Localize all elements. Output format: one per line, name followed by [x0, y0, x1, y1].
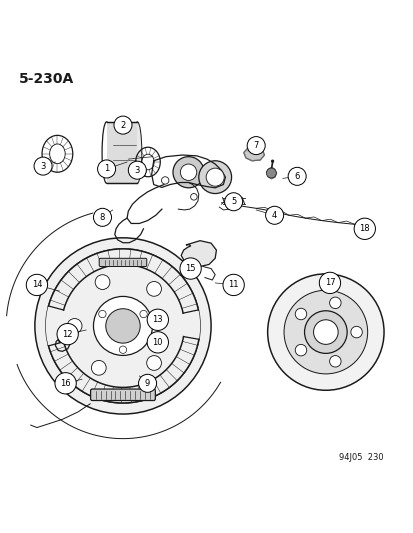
Circle shape	[119, 346, 126, 353]
Circle shape	[26, 274, 47, 296]
Circle shape	[353, 218, 375, 239]
FancyBboxPatch shape	[90, 389, 155, 400]
Circle shape	[313, 320, 337, 344]
Text: 16: 16	[60, 379, 71, 388]
Circle shape	[287, 167, 306, 185]
Text: 3: 3	[134, 166, 140, 175]
Circle shape	[247, 136, 265, 155]
Circle shape	[294, 344, 306, 356]
Polygon shape	[243, 147, 264, 161]
Text: 17: 17	[324, 278, 335, 287]
Circle shape	[223, 274, 244, 296]
Polygon shape	[266, 167, 276, 179]
Text: 15: 15	[185, 264, 195, 273]
Circle shape	[318, 272, 340, 294]
Circle shape	[34, 157, 52, 175]
Text: 14: 14	[31, 280, 42, 289]
Text: 7: 7	[253, 141, 258, 150]
Polygon shape	[55, 338, 70, 351]
FancyBboxPatch shape	[99, 259, 146, 266]
Circle shape	[329, 297, 340, 309]
Text: 4: 4	[271, 211, 277, 220]
Circle shape	[161, 177, 169, 184]
Text: 5: 5	[230, 197, 236, 206]
Circle shape	[350, 326, 361, 338]
Text: 8: 8	[100, 213, 105, 222]
Text: 9: 9	[145, 379, 150, 388]
Circle shape	[93, 296, 152, 356]
Circle shape	[283, 290, 367, 374]
Ellipse shape	[133, 122, 142, 183]
Text: 6: 6	[294, 172, 299, 181]
Circle shape	[198, 161, 231, 193]
Circle shape	[224, 193, 242, 211]
Circle shape	[180, 164, 196, 181]
Circle shape	[98, 310, 106, 318]
Circle shape	[93, 208, 111, 227]
Circle shape	[147, 332, 168, 353]
Circle shape	[97, 160, 115, 178]
Circle shape	[138, 374, 156, 392]
Circle shape	[105, 309, 140, 343]
Circle shape	[95, 274, 110, 289]
Circle shape	[266, 168, 275, 178]
Text: 94J05  230: 94J05 230	[338, 454, 382, 463]
Circle shape	[270, 159, 273, 163]
Text: 11: 11	[228, 280, 238, 289]
Text: 5-230A: 5-230A	[19, 72, 74, 86]
Text: 2: 2	[120, 120, 125, 130]
Circle shape	[304, 311, 347, 353]
Circle shape	[35, 238, 211, 414]
FancyBboxPatch shape	[106, 122, 137, 183]
Text: 1: 1	[104, 165, 109, 173]
Circle shape	[91, 360, 106, 375]
Circle shape	[114, 116, 132, 134]
Text: 13: 13	[152, 316, 163, 324]
Circle shape	[190, 193, 197, 200]
Ellipse shape	[102, 122, 111, 183]
Circle shape	[294, 308, 306, 320]
Circle shape	[128, 161, 146, 179]
Text: 18: 18	[358, 224, 369, 233]
Circle shape	[140, 310, 147, 318]
Circle shape	[265, 206, 283, 224]
Circle shape	[267, 274, 383, 390]
Text: 10: 10	[152, 338, 163, 347]
Polygon shape	[181, 241, 216, 266]
Circle shape	[67, 319, 82, 333]
Circle shape	[147, 309, 168, 330]
Text: 12: 12	[62, 329, 73, 338]
Circle shape	[55, 373, 76, 394]
Circle shape	[180, 258, 201, 279]
Circle shape	[173, 157, 204, 188]
Circle shape	[206, 168, 224, 186]
Circle shape	[329, 356, 340, 367]
Circle shape	[146, 356, 161, 370]
Circle shape	[146, 281, 161, 296]
Circle shape	[57, 324, 78, 345]
Text: 3: 3	[40, 161, 46, 171]
